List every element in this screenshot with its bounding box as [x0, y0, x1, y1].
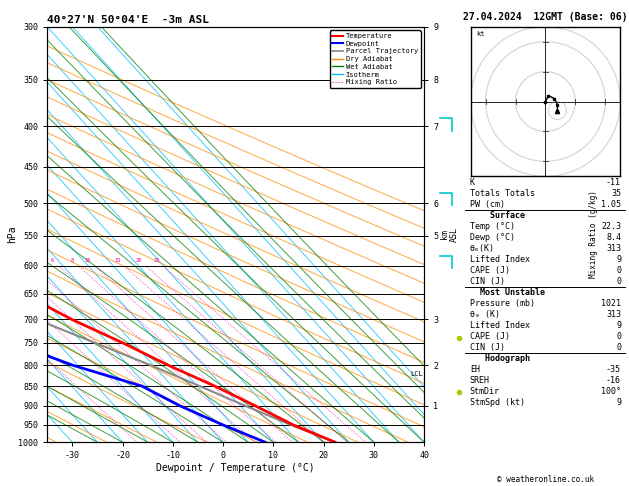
Text: © weatheronline.co.uk: © weatheronline.co.uk — [497, 474, 594, 484]
Text: 313: 313 — [606, 244, 621, 253]
Text: 0: 0 — [616, 266, 621, 275]
Text: -11: -11 — [606, 178, 621, 187]
Text: 0: 0 — [616, 332, 621, 341]
Text: 22.3: 22.3 — [601, 222, 621, 231]
Text: EH: EH — [470, 365, 480, 374]
Text: Lifted Index: Lifted Index — [470, 321, 530, 330]
Text: CAPE (J): CAPE (J) — [470, 332, 510, 341]
Text: Mixing Ratio (g/kg): Mixing Ratio (g/kg) — [589, 191, 598, 278]
Text: CAPE (J): CAPE (J) — [470, 266, 510, 275]
Text: 0: 0 — [616, 277, 621, 286]
Text: -35: -35 — [606, 365, 621, 374]
Text: θₑ(K): θₑ(K) — [470, 244, 495, 253]
Text: 1021: 1021 — [601, 299, 621, 308]
Text: LCL: LCL — [410, 371, 423, 377]
Y-axis label: km
ASL: km ASL — [440, 227, 459, 242]
Text: StmDir: StmDir — [470, 387, 500, 397]
Legend: Temperature, Dewpoint, Parcel Trajectory, Dry Adiabat, Wet Adiabat, Isotherm, Mi: Temperature, Dewpoint, Parcel Trajectory… — [330, 30, 421, 88]
Text: Totals Totals: Totals Totals — [470, 189, 535, 198]
Text: 0: 0 — [616, 343, 621, 352]
Text: 10: 10 — [85, 258, 91, 262]
Text: K: K — [470, 178, 475, 187]
Text: 9: 9 — [616, 399, 621, 407]
Text: 9: 9 — [616, 255, 621, 264]
Text: Hodograph: Hodograph — [470, 354, 530, 364]
Text: PW (cm): PW (cm) — [470, 200, 505, 209]
Text: 15: 15 — [114, 258, 121, 262]
Y-axis label: hPa: hPa — [7, 226, 17, 243]
Text: 8: 8 — [70, 258, 74, 262]
Text: Temp (°C): Temp (°C) — [470, 222, 515, 231]
Text: Lifted Index: Lifted Index — [470, 255, 530, 264]
Text: Most Unstable: Most Unstable — [470, 288, 545, 297]
Text: Dewp (°C): Dewp (°C) — [470, 233, 515, 242]
Text: 35: 35 — [611, 189, 621, 198]
Text: SREH: SREH — [470, 376, 490, 385]
Text: 8.4: 8.4 — [606, 233, 621, 242]
Text: 313: 313 — [606, 310, 621, 319]
Text: Pressure (mb): Pressure (mb) — [470, 299, 535, 308]
Text: 1.05: 1.05 — [601, 200, 621, 209]
Text: 6: 6 — [51, 258, 54, 262]
Text: StmSpd (kt): StmSpd (kt) — [470, 399, 525, 407]
Text: CIN (J): CIN (J) — [470, 343, 505, 352]
Text: 9: 9 — [616, 321, 621, 330]
Text: 27.04.2024  12GMT (Base: 06): 27.04.2024 12GMT (Base: 06) — [463, 12, 628, 22]
Text: Surface: Surface — [470, 211, 525, 220]
X-axis label: Dewpoint / Temperature (°C): Dewpoint / Temperature (°C) — [157, 463, 315, 473]
Text: 25: 25 — [153, 258, 160, 262]
Text: CIN (J): CIN (J) — [470, 277, 505, 286]
Text: 100°: 100° — [601, 387, 621, 397]
Text: 40°27'N 50°04'E  -3m ASL: 40°27'N 50°04'E -3m ASL — [47, 15, 209, 25]
Text: -16: -16 — [606, 376, 621, 385]
Text: θₑ (K): θₑ (K) — [470, 310, 500, 319]
Text: 20: 20 — [136, 258, 143, 262]
Text: kt: kt — [477, 31, 485, 37]
